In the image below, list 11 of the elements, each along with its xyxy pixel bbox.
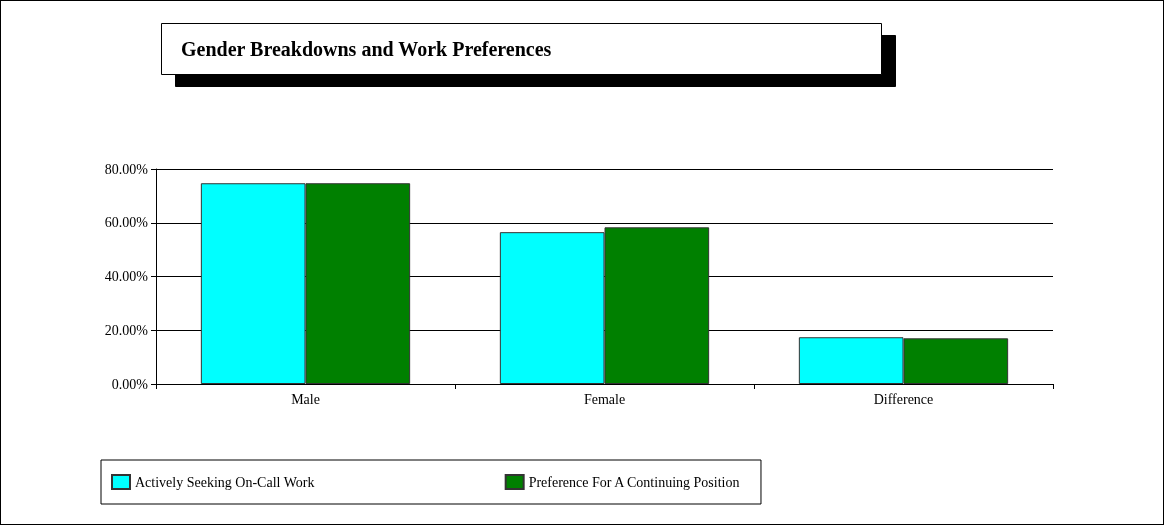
x-tick-label: Difference bbox=[873, 391, 934, 407]
y-tick-label: 60.00% bbox=[104, 215, 149, 231]
legend-label: Actively Seeking On-Call Work bbox=[135, 474, 315, 490]
x-tick-label: Male bbox=[291, 391, 320, 407]
x-tick-label: Female bbox=[583, 391, 626, 407]
y-tick-label: 0.00% bbox=[111, 376, 149, 392]
legend-label: Preference For A Continuing Position bbox=[528, 474, 740, 490]
chart-title: Gender Breakdowns and Work Preferences bbox=[181, 38, 552, 60]
y-tick-label: 80.00% bbox=[104, 161, 149, 177]
y-tick-label: 40.00% bbox=[104, 269, 149, 284]
y-tick-label: 20.00% bbox=[104, 322, 149, 338]
